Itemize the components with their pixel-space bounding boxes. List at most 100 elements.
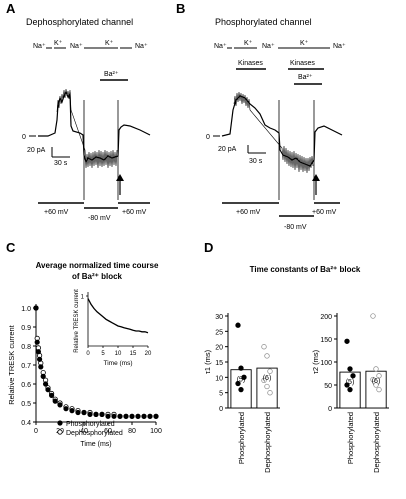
panel-c-point-phosphorylated bbox=[135, 413, 141, 419]
panel-c-point-phosphorylated bbox=[38, 364, 44, 370]
panel-c-x-tick-label: 60 bbox=[104, 428, 112, 435]
panel-c-point-phosphorylated bbox=[99, 411, 105, 417]
panel-d-tau2-n-label: (6) bbox=[372, 378, 381, 385]
panel-a-voltage-1: +60 mV bbox=[44, 209, 69, 216]
panel-c-y-tick-label: 0.4 bbox=[21, 420, 31, 427]
panel-a-arrow-head bbox=[116, 174, 124, 181]
panel-a-solution-4: K⁺ bbox=[105, 40, 114, 47]
panel-d-title: Time constants of Ba²⁺ block bbox=[250, 265, 361, 274]
panel-d-tau1-point-phosphorylated bbox=[235, 322, 241, 328]
panel-c-x-tick-label: 0 bbox=[34, 428, 38, 435]
panel-d-tau2-point-phosphorylated bbox=[344, 382, 350, 388]
panel-b-solution-4: K⁺ bbox=[300, 40, 309, 47]
panel-d-tau2-y-tick-label: 100 bbox=[320, 360, 332, 367]
panel-d-tau2-plot: 0 50 100 150 200 τ2 (ms) (5) Phosphorylated (6) D… bbox=[311, 313, 389, 473]
panel-d-tau1-point-dephosphorylated bbox=[267, 390, 273, 396]
panel-b-current-noise bbox=[233, 91, 314, 174]
panel-c-point-phosphorylated bbox=[34, 339, 40, 345]
panel-d-tau1-y-tick-label: 15 bbox=[215, 360, 223, 367]
panel-c-point-phosphorylated bbox=[69, 407, 75, 414]
panel-c-point-phosphorylated bbox=[36, 356, 43, 362]
panel-a-current-noise bbox=[56, 88, 118, 169]
panel-c-inset-x-tick-label: 20 bbox=[145, 351, 152, 357]
panel-c-legend-dephosphorylated: Dephosphorylated bbox=[66, 430, 123, 437]
panel-b-arrow-head bbox=[312, 174, 320, 181]
panel-d-tau2-y-tick-label: 150 bbox=[320, 337, 332, 344]
panel-c-point-phosphorylated bbox=[87, 411, 93, 417]
panel-b-voltage-1: +60 mV bbox=[236, 209, 261, 216]
panel-d-tau2-category-label: Dephosphorylated bbox=[372, 412, 381, 473]
panel-a-scale-time: 30 s bbox=[54, 160, 68, 167]
panel-c-point-phosphorylated bbox=[33, 305, 39, 311]
panel-d-tau1-n-label: (5) bbox=[237, 377, 246, 384]
panel-a-letter: A bbox=[6, 1, 16, 16]
panel-b-solution-1: Na⁺ bbox=[214, 43, 227, 50]
panel-d-tau2-point-phosphorylated bbox=[344, 338, 350, 344]
panel-c-point-phosphorylated bbox=[75, 409, 81, 416]
panel-d-tau2-point-dephosphorylated bbox=[373, 366, 379, 372]
panel-b-solution-5: Na⁺ bbox=[333, 43, 346, 50]
panel-c-y-tick-label: 0.8 bbox=[21, 344, 31, 351]
panel-b-voltage-3: +60 mV bbox=[312, 209, 337, 216]
panel-c-inset-x-axis-label: Time (ms) bbox=[103, 360, 132, 367]
panel-d-tau1-y-tick-label: 20 bbox=[215, 345, 223, 352]
panel-a-solution-1: Na⁺ bbox=[33, 43, 46, 50]
panel-c-point-phosphorylated bbox=[40, 373, 46, 379]
panel-d-tau2-point-phosphorylated bbox=[347, 386, 353, 393]
panel-d-tau2-point-phosphorylated bbox=[350, 373, 356, 379]
panel-c-point-phosphorylated bbox=[57, 402, 63, 408]
panel-d-tau1-point-dephosphorylated bbox=[267, 368, 273, 374]
panel-c-point-phosphorylated bbox=[81, 409, 87, 416]
panel-c-y-tick-label: 1.0 bbox=[21, 306, 31, 313]
panel-c-inset-x-tick-label: 0 bbox=[86, 351, 90, 357]
panel-d-tau1-point-dephosphorylated bbox=[264, 353, 270, 359]
panel-d-tau1-y-tick-label: 0 bbox=[219, 406, 223, 413]
panel-c-point-phosphorylated bbox=[117, 413, 123, 419]
panel-b-solution-3: Na⁺ bbox=[262, 43, 275, 50]
panel-c-x-tick-label: 100 bbox=[150, 428, 162, 435]
panel-a-solution-2: K⁺ bbox=[54, 40, 63, 47]
panel-b-treatment-2: Kinases bbox=[290, 60, 315, 67]
panel-c-point-phosphorylated bbox=[129, 413, 135, 419]
panel-d-tau2-point-dephosphorylated bbox=[373, 382, 379, 388]
panel-a: A Dephosphorylated channel Na⁺ K⁺ Na⁺ K⁺… bbox=[6, 1, 151, 222]
panel-d-tau1-category-label: Dephosphorylated bbox=[263, 412, 272, 473]
panel-a-voltage-3: +60 mV bbox=[122, 209, 147, 216]
panel-c-y-tick-label: 0.7 bbox=[21, 363, 31, 370]
panel-c-x-tick-label: 40 bbox=[80, 428, 88, 435]
panel-c-point-phosphorylated bbox=[48, 392, 55, 398]
panel-a-solution-5: Na⁺ bbox=[135, 43, 148, 50]
panel-c-point-phosphorylated bbox=[105, 413, 111, 419]
panel-d: D Time constants of Ba²⁺ block 0 5 10 15 20 2… bbox=[203, 240, 389, 473]
panel-c-point-phosphorylated bbox=[153, 413, 159, 419]
panel-c-inset-y-tick-label: 1 bbox=[81, 295, 85, 301]
panel-c-legend-marker-dephosphorylated bbox=[57, 429, 63, 435]
panel-b-voltage-2: -80 mV bbox=[284, 224, 307, 231]
panel-d-tau1-point-phosphorylated bbox=[238, 365, 244, 371]
panel-d-letter: D bbox=[204, 240, 213, 255]
panel-c-letter: C bbox=[6, 240, 16, 255]
panel-d-tau2-y-tick-label: 0 bbox=[328, 406, 332, 413]
panel-c-point-phosphorylated bbox=[52, 398, 58, 404]
panel-d-tau2-point-dephosphorylated bbox=[370, 313, 376, 319]
panel-d-tau1-point-phosphorylated bbox=[241, 374, 247, 380]
panel-d-tau2-y-tick-label: 50 bbox=[324, 383, 332, 390]
panel-d-tau1-y-tick-label: 25 bbox=[215, 329, 223, 336]
panel-c-x-axis-label: Time (ms) bbox=[80, 441, 111, 448]
panel-c-y-tick-label: 0.9 bbox=[21, 325, 31, 332]
panel-d-tau1-plot: 0 5 10 15 20 25 30 τ1 (ms) (5) Phosphorylated (6) D… bbox=[203, 313, 280, 473]
panel-c-y-axis-label: Relative TRESK current bbox=[7, 324, 16, 404]
panel-d-tau2-point-dephosphorylated bbox=[376, 373, 382, 379]
panel-b-scale-time: 30 s bbox=[249, 158, 263, 165]
panel-c-y-tick-label: 0.6 bbox=[21, 382, 31, 389]
panel-d-tau2-n-label: (5) bbox=[346, 379, 355, 386]
panel-d-tau1-y-tick-label: 30 bbox=[215, 314, 223, 321]
panel-d-tau1-point-dephosphorylated bbox=[261, 377, 267, 384]
panel-b-solution-2: K⁺ bbox=[244, 40, 253, 47]
panel-d-tau1-point-phosphorylated bbox=[238, 386, 244, 393]
panel-a-scale-current: 20 pA bbox=[27, 147, 46, 154]
panel-c-title-line-1: Average normalized time course bbox=[36, 261, 159, 270]
panel-a-solution-bar: Na⁺ K⁺ Na⁺ K⁺ Na⁺ Ba²⁺ bbox=[33, 40, 148, 81]
panel-d-tau1-y-tick-label: 5 bbox=[219, 391, 223, 398]
panel-a-current-trace bbox=[38, 90, 151, 164]
